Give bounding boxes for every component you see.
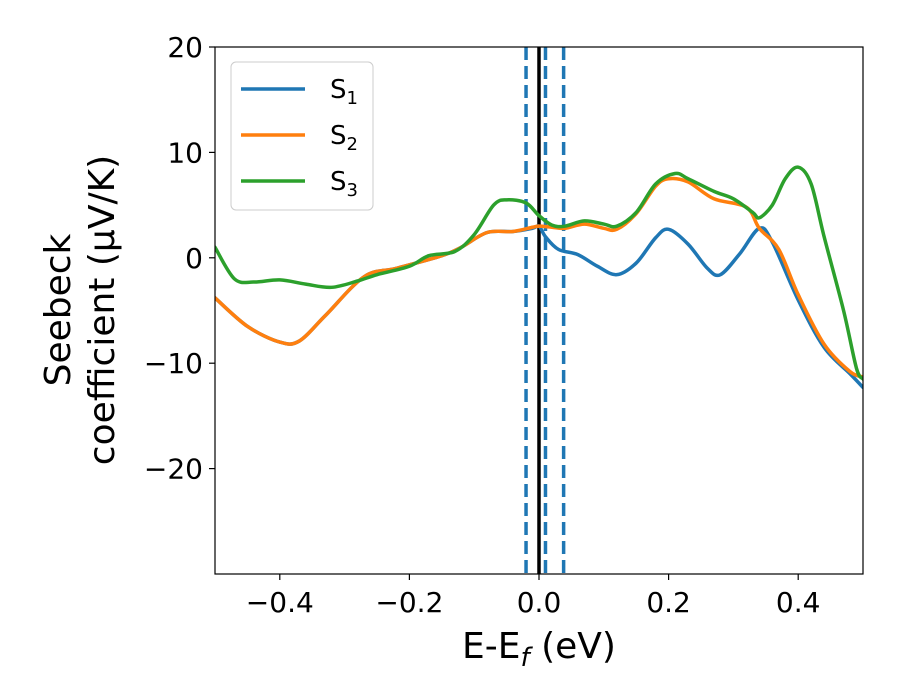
x-tick-label: 0.4 [776, 586, 821, 619]
y-axis-label-line2: coefficient (μV/K) [82, 155, 123, 465]
y-axis-label: Seebeck coefficient (μV/K) [38, 155, 123, 465]
x-tick-label: −0.2 [375, 586, 443, 619]
x-tick-label: −0.4 [246, 586, 314, 619]
legend-label-s3: S3 [330, 167, 358, 201]
series-line-s3 [215, 165, 863, 381]
y-tick-label: −20 [144, 453, 203, 486]
y-tick-label: 10 [167, 136, 203, 169]
legend-label-s2: S2 [330, 121, 358, 155]
legend-label-s1: S1 [330, 75, 358, 109]
x-tick-label: 0.2 [646, 586, 691, 619]
vertical-lines [524, 47, 566, 574]
y-tick-label: 0 [185, 242, 203, 275]
y-tick-label: 20 [167, 31, 203, 64]
y-tick-label: −10 [144, 347, 203, 380]
series-lines [215, 165, 863, 390]
x-axis-label: E-Ef (eV) [462, 626, 616, 673]
y-axis-label-line1: Seebeck [38, 233, 79, 386]
x-axis-label-unit: (eV) [530, 626, 616, 667]
legend: S1 S2 S3 [230, 61, 374, 211]
x-axis-ticks: −0.4 −0.2 0.0 0.2 0.4 [246, 574, 821, 619]
y-axis-ticks: −20 −10 0 10 20 [144, 31, 215, 486]
x-tick-label: 0.0 [517, 586, 562, 619]
